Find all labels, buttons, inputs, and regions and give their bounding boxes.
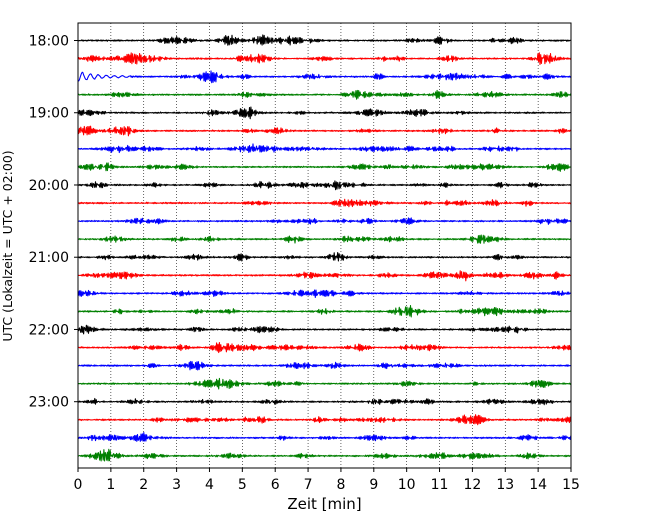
trace-10 — [77, 217, 572, 225]
trace-16 — [77, 324, 572, 335]
x-tick-label-3: 3 — [172, 477, 181, 493]
trace-14 — [77, 289, 572, 299]
x-tick-label-6: 6 — [271, 477, 280, 493]
trace-0 — [77, 34, 571, 46]
x-tick-label-14: 14 — [529, 477, 547, 493]
x-tick-label-12: 12 — [463, 477, 481, 493]
x-tick-label-1: 1 — [106, 477, 115, 493]
y-axis: 18:00 19:00 20:00 21:00 22:00 23:00 — [29, 34, 78, 411]
x-tick-label-10: 10 — [398, 477, 416, 493]
x-axis-label: Zeit [min] — [287, 495, 361, 513]
y-tick-label-23:00: 23:00 — [29, 395, 69, 411]
trace-21 — [77, 414, 572, 426]
trace-22 — [77, 432, 572, 442]
seismic-traces — [77, 34, 572, 462]
trace-9 — [77, 198, 572, 208]
trace-3 — [77, 89, 572, 100]
y-tick-label-21:00: 21:00 — [29, 250, 69, 266]
trace-5 — [77, 125, 572, 137]
x-tick-label-7: 7 — [304, 477, 313, 493]
x-tick-label-4: 4 — [205, 477, 214, 493]
trace-7 — [77, 162, 571, 172]
x-tick-label-13: 13 — [496, 477, 514, 493]
trace-2 — [77, 70, 572, 84]
trace-23 — [77, 448, 571, 462]
y-tick-label-22:00: 22:00 — [29, 322, 69, 338]
trace-15 — [77, 305, 572, 318]
trace-6 — [77, 143, 572, 154]
y-tick-label-19:00: 19:00 — [29, 106, 69, 122]
x-tick-label-2: 2 — [139, 477, 148, 493]
trace-17 — [77, 342, 572, 354]
trace-4 — [77, 106, 571, 120]
trace-12 — [77, 252, 571, 262]
y-axis-label: UTC (Lokalzeit = UTC + 02:00) — [0, 150, 15, 341]
x-tick-label-15: 15 — [562, 477, 580, 493]
plot-frame — [77, 22, 572, 469]
x-axis: 0 1 2 3 4 5 6 7 8 9 10 11 12 13 14 15 — [74, 468, 580, 493]
x-tick-label-9: 9 — [369, 477, 378, 493]
trace-1 — [77, 52, 572, 66]
x-tick-label-8: 8 — [336, 477, 345, 493]
trace-18 — [77, 360, 572, 371]
trace-13 — [77, 270, 572, 282]
y-tick-label-20:00: 20:00 — [29, 178, 69, 194]
vertical-gridlines — [110, 23, 539, 468]
trace-8 — [77, 180, 572, 191]
trace-11 — [77, 234, 572, 244]
x-tick-label-5: 5 — [238, 477, 247, 493]
x-tick-label-11: 11 — [431, 477, 449, 493]
x-tick-label-0: 0 — [74, 477, 83, 493]
trace-19 — [77, 377, 572, 390]
y-tick-label-18:00: 18:00 — [29, 34, 69, 50]
trace-20 — [77, 397, 572, 406]
